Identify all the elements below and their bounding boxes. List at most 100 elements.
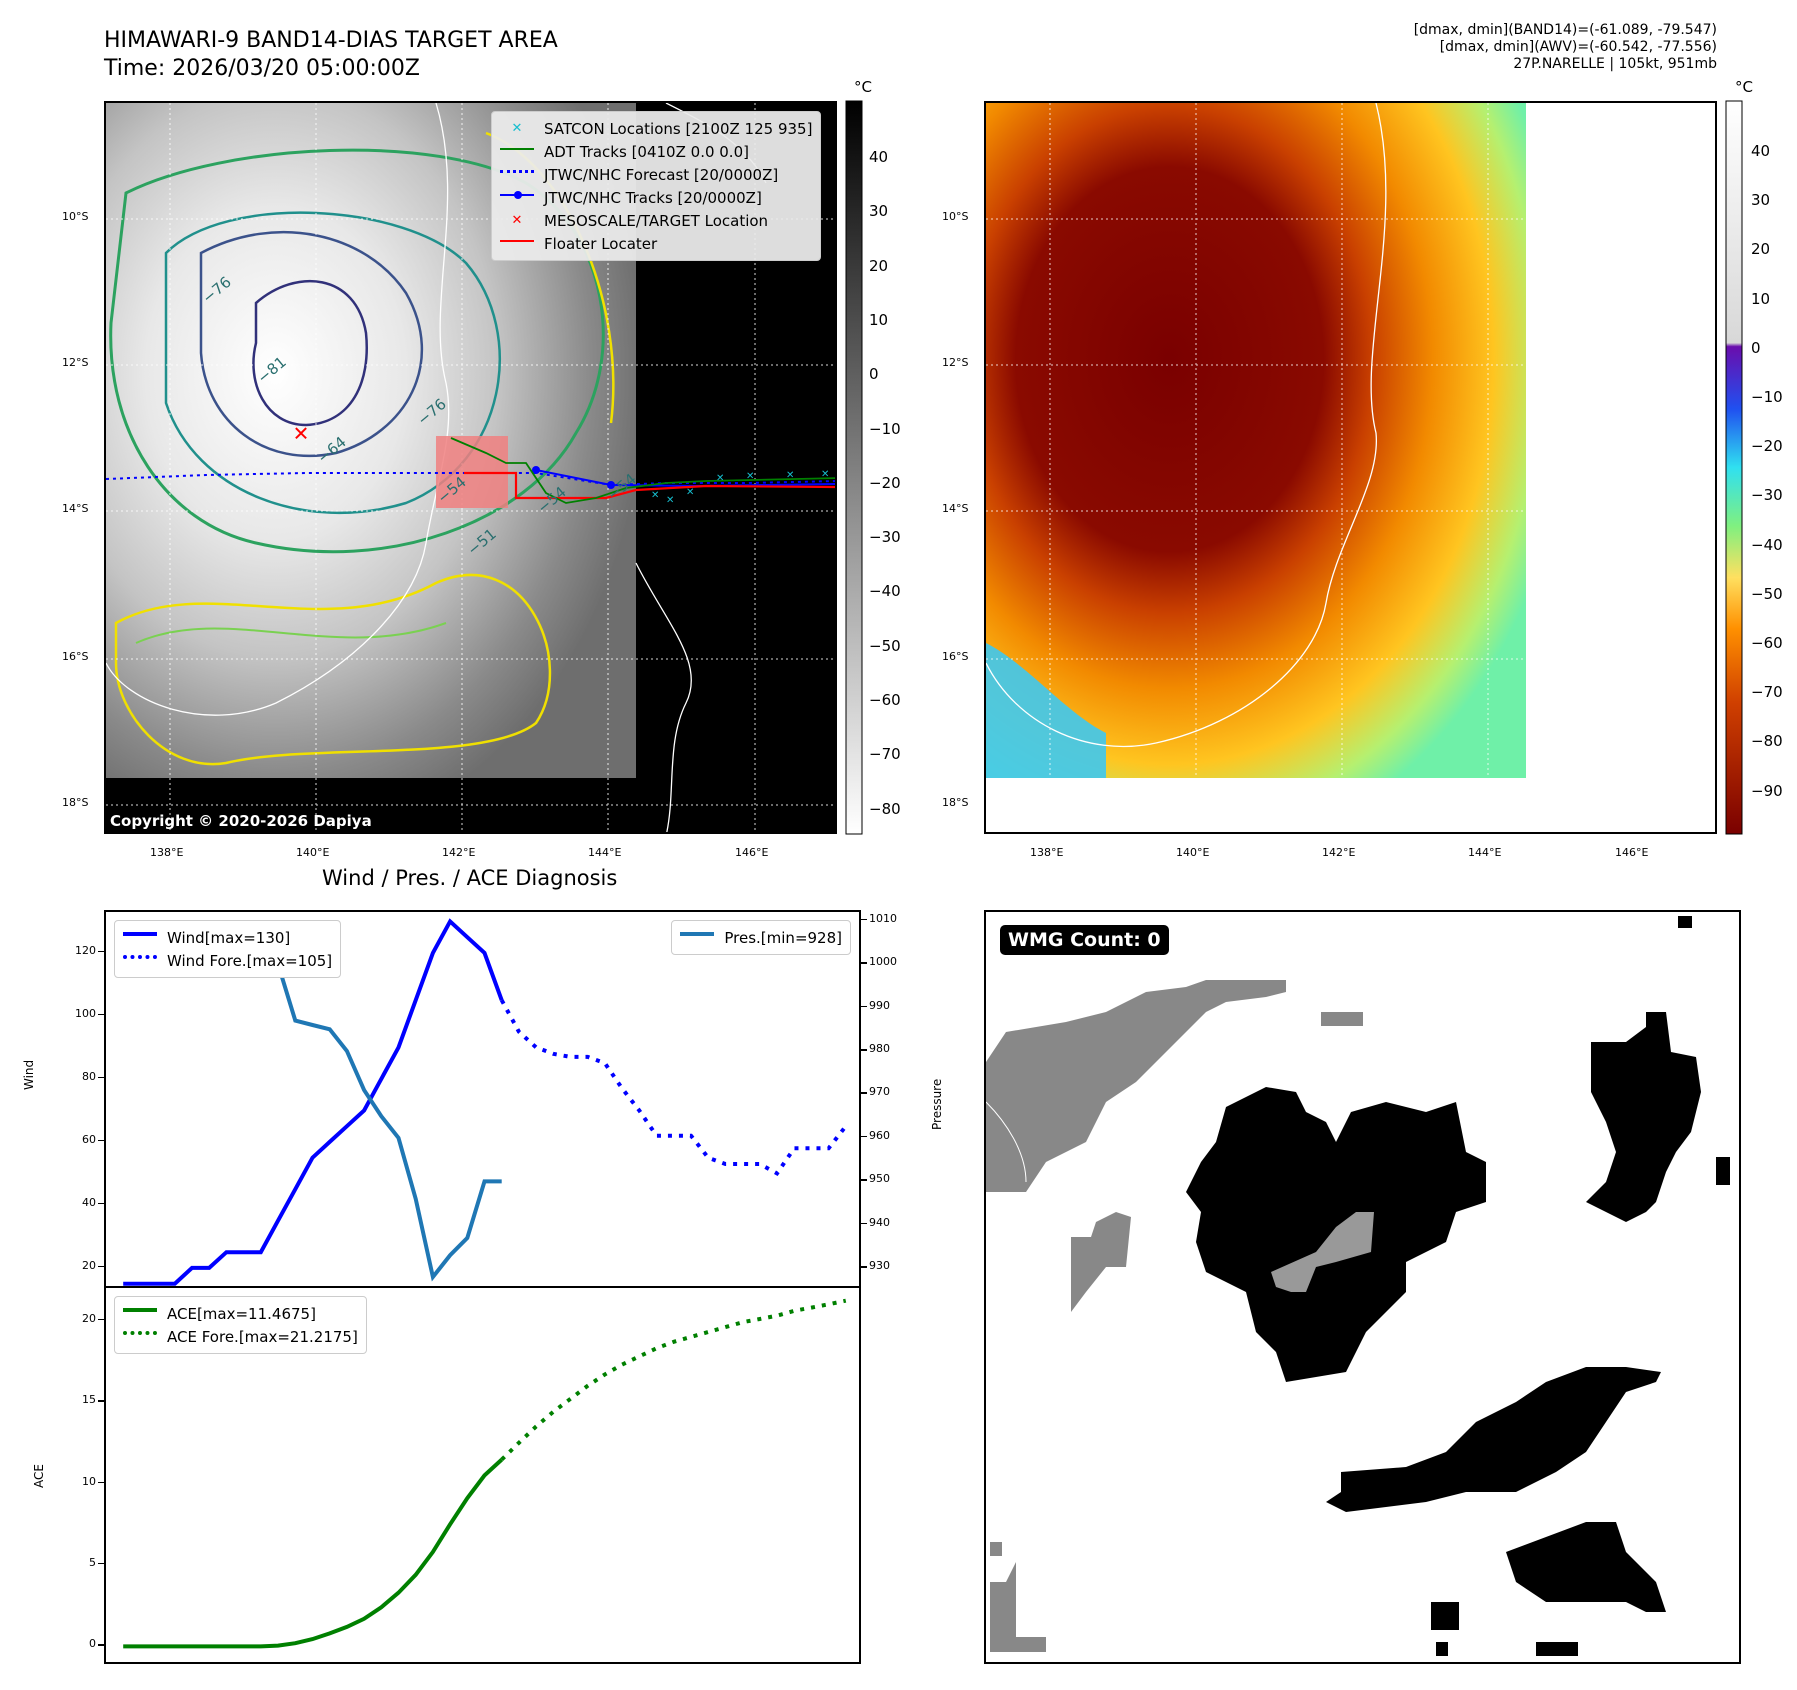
colorbar-tick-label: −80 [869,799,901,818]
y-tick-mark [98,1139,104,1142]
y-tick-label: 930 [869,1259,890,1273]
colorbar-tick-label: 30 [869,202,889,221]
wind-legend: Wind[max=130] Wind Fore.[max=105] [114,920,342,978]
colorbar-tick-label: −40 [1751,535,1783,554]
info-line3: 27P.NARELLE | 105kt, 951mb [1513,56,1717,72]
lat-tick-label: 14°S [942,502,969,515]
colorbar-tick-label: −50 [1751,584,1783,603]
ir-map-panel[interactable]: ✕ ✕ ✕ ✕ ✕ ✕ ✕ ✕ Copyright © 2020-2026 Dapiya −… [104,101,837,834]
ir-colorbar-unit: °C [854,78,872,96]
diag-title: Wind / Pres. / ACE Diagnosis [322,866,618,890]
y-tick-mark [861,1092,867,1094]
y-tick-mark [861,1049,867,1051]
legend-label: SATCON Locations [2100Z 125 935] [544,119,813,138]
lon-tick-label: 138°E [150,846,184,859]
series-line [123,1458,504,1649]
pres-legend-label: Pres.[min=928] [724,928,842,947]
colorbar-tick-label: −90 [1751,781,1783,800]
colorbar-tick-label: −30 [1751,486,1783,505]
main-title-line2: Time: 2026/03/20 05:00:00Z [104,56,420,81]
lon-tick-label: 146°E [1615,846,1649,859]
y-tick-mark [861,1222,867,1225]
ace-legend: ACE[max=11.4675] ACE Fore.[max=21.2175] [114,1296,367,1354]
y-tick-label: 980 [869,1042,890,1056]
info-line2: [dmax, dmin](AWV)=(-60.542, -77.556) [1439,39,1717,55]
colorbar-tick-label: −10 [869,419,901,438]
lon-tick-label: 140°E [1176,846,1210,859]
y-tick-label: 10 [82,1474,96,1488]
colorbar-tick-label: −60 [869,691,901,709]
colorbar-tick-label: −60 [1751,634,1783,652]
y-tick-label: 80 [82,1069,96,1083]
y-tick-mark [861,1135,867,1138]
wind-ylabel: Wind [22,1059,36,1090]
wind-legend-label: Wind[max=130] [167,928,291,947]
y-tick-label: 15 [82,1393,96,1407]
ace-axes[interactable]: ACE[max=11.4675] ACE Fore.[max=21.2175] [104,1286,861,1664]
colorbar-tick-label: 30 [1751,191,1771,210]
awv-colorbar-unit: °C [1735,78,1753,96]
legend-label: JTWC/NHC Forecast [20/0000Z] [544,165,779,184]
copyright-label: Copyright © 2020-2026 Dapiya [110,812,372,830]
y-tick-mark [861,918,867,921]
legend-swatch [500,147,534,162]
series-line [123,918,504,1286]
awv-map-image [986,103,1715,832]
ace-fore-legend-label: ACE Fore.[max=21.2175] [167,1327,358,1346]
colorbar-tick-label: 20 [869,256,889,275]
legend-swatch: ✕ [511,120,523,136]
wmg-count-badge: WMG Count: 0 [1000,925,1169,955]
svg-text:✕: ✕ [716,473,724,484]
lat-tick-label: 18°S [62,796,89,809]
wmg-panel[interactable]: WMG Count: 0 [984,910,1741,1664]
wind-pres-axes[interactable]: Wind[max=130] Wind Fore.[max=105] Pres.[… [104,910,861,1288]
ace-plot [123,1298,847,1649]
y-tick-mark [861,1266,867,1268]
legend-label: MESOSCALE/TARGET Location [544,211,769,230]
y-tick-label: 940 [869,1215,890,1229]
lon-tick-label: 138°E [1030,846,1064,859]
colorbar-tick-label: −30 [869,528,901,547]
svg-text:✕: ✕ [821,469,829,480]
lon-tick-label: 142°E [442,846,476,859]
y-tick-label: 120 [75,943,96,957]
series-line [500,1298,847,1462]
lat-tick-label: 12°S [942,356,969,369]
legend-swatch [500,239,534,254]
legend-row: JTWC/NHC Forecast [20/0000Z] [500,163,812,186]
colorbar-tick-label: 40 [1751,142,1771,160]
series-line [499,999,848,1177]
colorbar-tick-label: −10 [1751,388,1783,406]
colorbar-tick-label: 40 [869,148,889,166]
y-tick-label: 970 [869,1085,890,1099]
awv-map-panel[interactable] [984,101,1717,834]
y-tick-label: 60 [82,1132,96,1146]
y-tick-mark [98,1076,104,1079]
legend-dot [514,190,522,199]
lat-tick-label: 18°S [942,796,969,809]
lat-tick-label: 10°S [62,210,89,223]
svg-text:✕: ✕ [651,490,659,501]
legend-label: Floater Locater [544,234,658,253]
ace-ylabel: ACE [32,1464,46,1488]
colorbar-tick-label: −20 [1751,437,1783,456]
svg-text:✕: ✕ [666,495,674,506]
y-tick-mark [861,1005,867,1008]
y-tick-mark [98,1013,104,1016]
y-tick-label: 100 [75,1006,96,1020]
y-tick-label: 40 [82,1195,96,1209]
legend-swatch [500,170,534,185]
info-line1: [dmax, dmin](BAND14)=(-61.089, -79.547) [1413,22,1717,38]
lon-tick-label: 146°E [735,846,769,859]
ace-legend-label: ACE[max=11.4675] [167,1304,316,1323]
y-tick-mark [861,1179,867,1181]
lat-tick-label: 14°S [62,502,89,515]
colorbar-tick-label: −40 [869,582,901,601]
colorbar-tick-label: −80 [1751,732,1783,751]
y-tick-mark [98,1265,104,1268]
lat-tick-label: 16°S [942,650,969,663]
wind-fore-legend-label: Wind Fore.[max=105] [167,951,333,970]
y-tick-label: 950 [869,1172,890,1186]
y-tick-label: 20 [82,1311,96,1325]
y-tick-mark [98,950,104,953]
